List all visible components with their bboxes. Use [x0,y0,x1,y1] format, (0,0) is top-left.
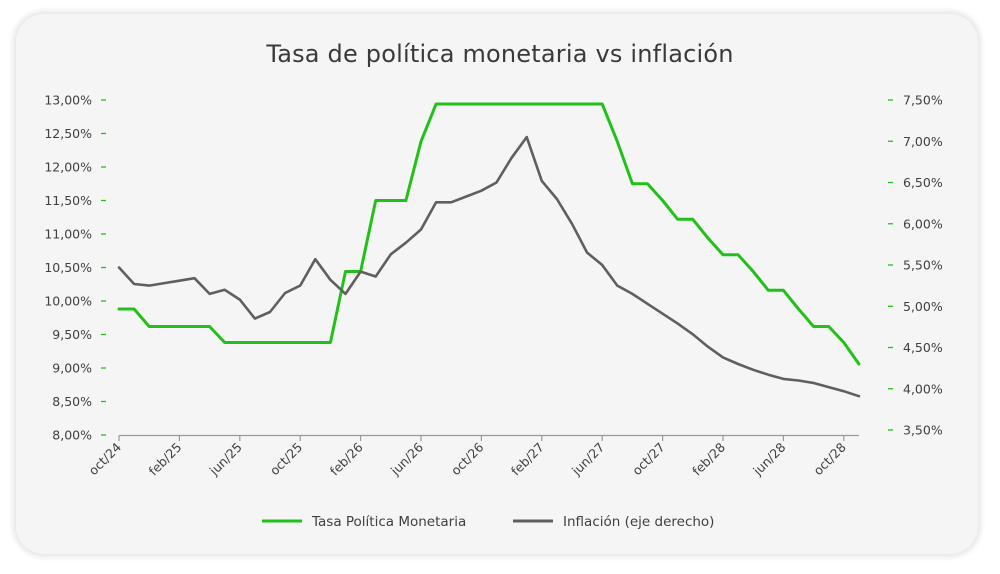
left-tick-label: 9,00% [52,361,92,376]
x-tick-label: jun/28 [749,439,788,478]
x-tick-label: oct/28 [810,439,849,478]
legend: Tasa Política Monetaria Inflación (eje de… [262,514,714,530]
left-tick-label: 10,00% [44,294,92,309]
series-line-tasa [117,102,861,366]
right-tick-label: 6,00% [903,216,943,231]
series-line-inflacion [117,135,861,398]
legend-label: Inflación (eje derecho) [563,514,714,530]
x-tick-label: oct/26 [448,439,487,478]
left-tick-label: 11,50% [44,193,92,208]
left-tick-label: 12,50% [44,126,92,141]
x-axis: oct/24 feb/25 jun/25 oct/25 feb/26 jun/26 oct/… [86,434,859,479]
x-tick-label: oct/24 [86,439,125,478]
right-tick-label: 7,00% [903,134,943,149]
right-tick-label: 7,50% [903,93,943,108]
x-tick-label: feb/27 [508,440,547,479]
right-tick-label: 5,50% [903,258,943,273]
left-tick-label: 10,50% [44,260,92,275]
left-tick-label: 11,00% [44,227,92,242]
x-tick-label: feb/25 [146,440,185,479]
right-tick-label: 6,50% [903,175,943,190]
x-tick-label: jun/26 [387,439,426,478]
x-tick-label: feb/28 [689,439,728,478]
left-tick-label: 9,50% [52,327,92,342]
legend-label: Tasa Política Monetaria [311,514,466,530]
right-axis: 7,50% 7,00% 6,50% 6,00% 5,50% 5,00% 4,50% 4,00%… [888,93,943,438]
left-tick-label: 12,00% [44,160,92,175]
chart-title: Tasa de política monetaria vs inflación [266,40,734,68]
x-tick-label: jun/25 [206,440,245,479]
series-lines [117,102,861,398]
right-tick-label: 5,00% [903,299,943,314]
x-tick-label: feb/26 [327,439,366,478]
left-tick-label: 8,50% [52,394,92,409]
right-tick-label: 4,50% [903,340,943,355]
left-axis: 13,00% 12,50% 12,00% 11,50% 11,00% 10,50% 10,0… [44,93,106,443]
right-tick-label: 3,50% [903,423,943,438]
x-tick-label: oct/25 [267,440,306,479]
right-tick-label: 4,00% [903,381,943,396]
x-tick-label: oct/27 [629,440,668,479]
x-tick-label: jun/27 [568,440,607,479]
left-tick-label: 13,00% [44,93,92,108]
left-tick-label: 8,00% [52,428,92,443]
